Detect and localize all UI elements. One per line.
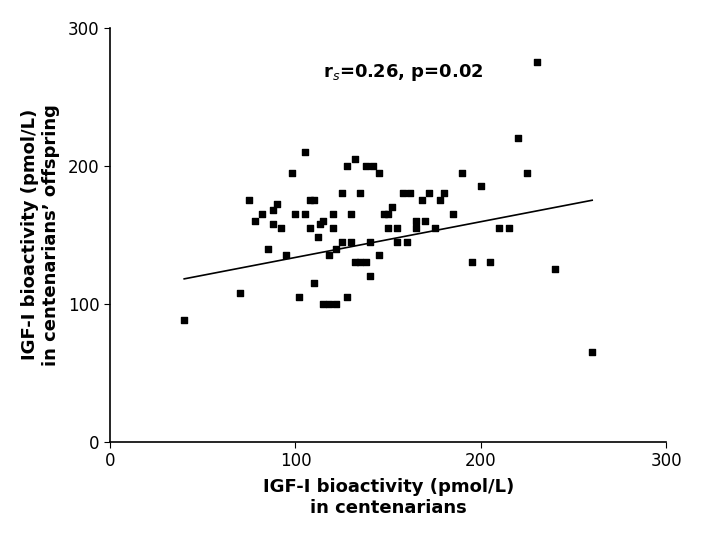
Point: [179, 316, 190, 324]
Point: [434, 196, 446, 204]
Point: [257, 210, 268, 218]
Point: [318, 299, 329, 308]
Point: [314, 220, 325, 228]
Point: [330, 299, 342, 308]
Point: [368, 161, 379, 170]
Point: [512, 134, 524, 143]
Point: [423, 189, 434, 197]
Point: [304, 223, 316, 232]
Point: [262, 244, 273, 253]
Point: [234, 288, 245, 297]
Point: [280, 251, 292, 260]
Point: [586, 348, 598, 356]
Point: [323, 251, 335, 260]
Point: [379, 210, 390, 218]
Point: [411, 223, 422, 232]
Point: [342, 293, 353, 301]
Point: [392, 223, 403, 232]
Point: [420, 217, 431, 225]
Point: [294, 293, 305, 301]
Point: [275, 223, 286, 232]
Point: [327, 210, 338, 218]
Point: [382, 223, 394, 232]
Point: [330, 244, 342, 253]
Point: [327, 223, 338, 232]
Point: [349, 154, 361, 163]
Point: [271, 200, 283, 209]
Point: [309, 279, 320, 287]
Point: [249, 217, 260, 225]
Point: [416, 196, 427, 204]
Point: [318, 217, 329, 225]
Point: [336, 189, 347, 197]
Point: [429, 223, 440, 232]
Point: [382, 210, 394, 218]
Point: [268, 206, 279, 214]
Text: r$_s$=0.26, p=0.02: r$_s$=0.26, p=0.02: [323, 62, 484, 83]
Point: [386, 203, 397, 211]
Point: [286, 168, 297, 177]
Point: [466, 258, 477, 267]
Point: [345, 237, 356, 246]
Point: [342, 161, 353, 170]
Point: [531, 58, 542, 67]
Point: [364, 237, 375, 246]
Point: [411, 217, 422, 225]
X-axis label: IGF-I bioactivity (pmol/L)
in centenarians: IGF-I bioactivity (pmol/L) in centenaria…: [262, 478, 514, 517]
Point: [392, 237, 403, 246]
Point: [243, 196, 254, 204]
Point: [304, 196, 316, 204]
Point: [401, 237, 413, 246]
Point: [494, 223, 505, 232]
Point: [503, 223, 515, 232]
Point: [299, 147, 310, 156]
Point: [550, 265, 561, 273]
Point: [309, 196, 320, 204]
Point: [448, 210, 459, 218]
Point: [475, 182, 486, 191]
Point: [312, 233, 323, 242]
Point: [397, 189, 408, 197]
Point: [457, 168, 468, 177]
Point: [522, 168, 533, 177]
Point: [290, 210, 301, 218]
Point: [373, 168, 385, 177]
Point: [484, 258, 496, 267]
Point: [345, 210, 356, 218]
Point: [268, 220, 279, 228]
Point: [299, 210, 310, 218]
Point: [323, 299, 335, 308]
Y-axis label: IGF-I bioactivity (pmol/L)
in centenarians’ offspring: IGF-I bioactivity (pmol/L) in centenaria…: [21, 104, 60, 366]
Point: [405, 189, 416, 197]
Point: [336, 237, 347, 246]
Point: [438, 189, 449, 197]
Point: [373, 251, 385, 260]
Point: [361, 161, 372, 170]
Point: [361, 258, 372, 267]
Point: [355, 189, 366, 197]
Point: [355, 258, 366, 267]
Point: [349, 258, 361, 267]
Point: [364, 272, 375, 280]
